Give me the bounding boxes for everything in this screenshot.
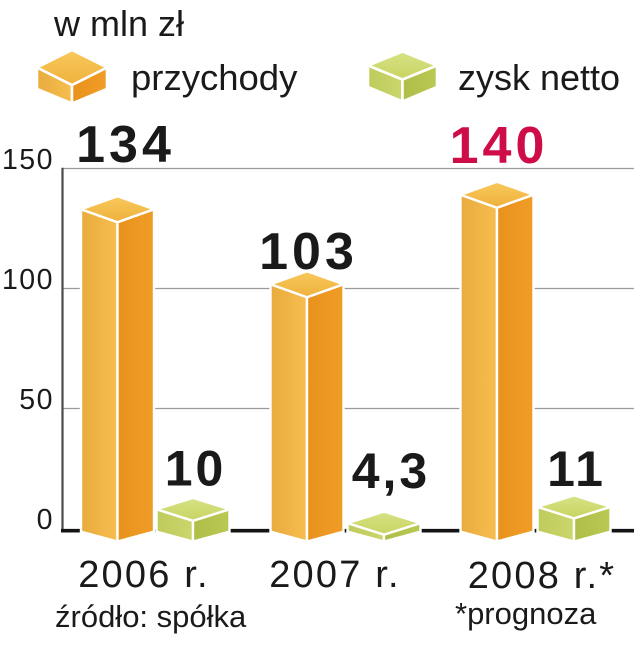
svg-text:10: 10 (165, 441, 227, 497)
svg-text:zysk netto: zysk netto (458, 57, 620, 98)
svg-text:przychody: przychody (131, 57, 298, 98)
svg-text:w mln zł: w mln zł (53, 3, 184, 44)
svg-text:140: 140 (450, 117, 549, 175)
svg-text:150: 150 (2, 144, 54, 176)
svg-text:*prognoza: *prognoza (455, 596, 597, 631)
svg-text:2008 r.*: 2008 r.* (468, 555, 617, 597)
svg-text:50: 50 (19, 384, 54, 416)
svg-text:2007 r.: 2007 r. (269, 554, 401, 596)
svg-text:134: 134 (76, 116, 175, 174)
svg-text:103: 103 (259, 223, 358, 281)
svg-text:4,3: 4,3 (352, 443, 431, 499)
svg-text:źródło: spółka: źródło: spółka (55, 599, 247, 634)
svg-text:100: 100 (2, 264, 54, 296)
svg-text:2006 r.: 2006 r. (78, 554, 210, 596)
svg-text:11: 11 (547, 441, 606, 497)
svg-text:0: 0 (37, 504, 54, 536)
